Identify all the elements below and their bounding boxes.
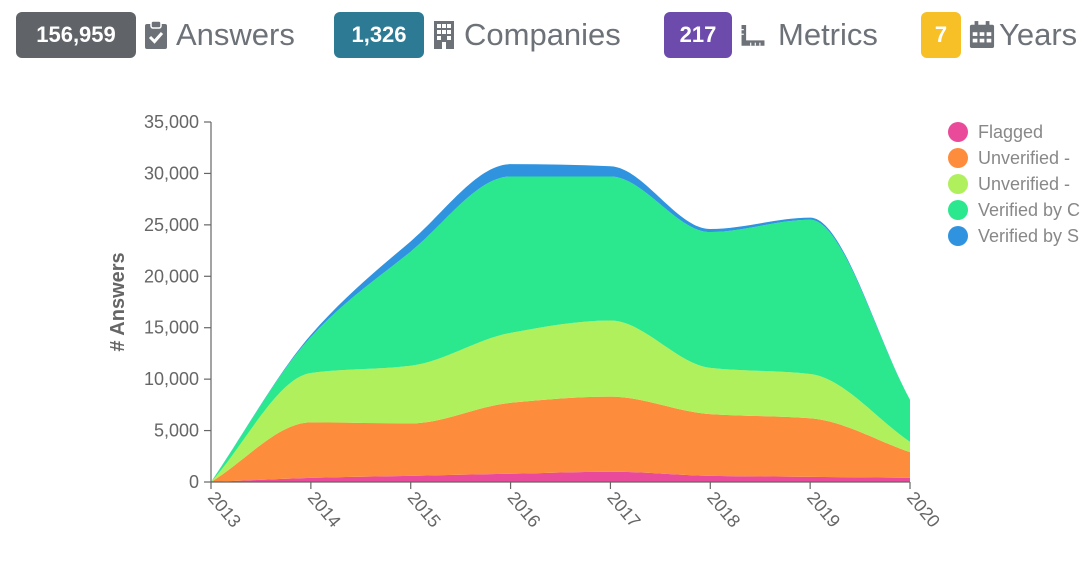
y-tick-label: 25,000 bbox=[144, 215, 199, 235]
legend-marker bbox=[948, 122, 968, 142]
stats-bar: 156,959 Answers 1,326 Companies 217 Metr… bbox=[16, 12, 1082, 60]
stat-companies: 1,326 Companies bbox=[334, 12, 621, 58]
legend-label: Unverified - bbox=[978, 148, 1070, 168]
stacked-area-chart: 0 5,000 10,000 15,000 20,000 25,000 30,000 35,0… bbox=[107, 112, 1080, 532]
stat-years: 7 Years bbox=[921, 12, 1077, 58]
x-tick-label: 2017 bbox=[603, 488, 644, 532]
x-tick-label: 2016 bbox=[504, 488, 545, 532]
y-tick-label: 0 bbox=[189, 472, 199, 492]
years-count-badge: 7 bbox=[921, 12, 961, 58]
legend-marker bbox=[948, 174, 968, 194]
ruler-icon bbox=[740, 20, 766, 50]
y-axis-title: # Answers bbox=[107, 252, 129, 351]
y-tick-label: 10,000 bbox=[144, 369, 199, 389]
area-series-0 bbox=[211, 471, 910, 482]
calendar-icon bbox=[969, 20, 995, 50]
answers-count-badge: 156,959 bbox=[16, 12, 136, 58]
legend-label: Flagged bbox=[978, 122, 1043, 142]
x-tick-label: 2015 bbox=[404, 488, 445, 532]
y-tick-label: 35,000 bbox=[144, 112, 199, 132]
x-tick-label: 2014 bbox=[304, 488, 345, 532]
x-tick-label: 2018 bbox=[703, 488, 744, 532]
answers-label: Answers bbox=[176, 17, 295, 52]
y-tick-label: 20,000 bbox=[144, 266, 199, 286]
area-series-3 bbox=[211, 176, 910, 482]
x-tick-label: 2020 bbox=[903, 488, 944, 532]
stat-answers: 156,959 Answers bbox=[16, 12, 295, 58]
companies-count-badge: 1,326 bbox=[334, 12, 424, 58]
legend-label: Verified by C bbox=[978, 200, 1080, 220]
y-tick-label: 15,000 bbox=[144, 318, 199, 338]
x-tick-label: 2013 bbox=[204, 488, 245, 532]
y-tick-label: 5,000 bbox=[154, 421, 199, 441]
metrics-label: Metrics bbox=[778, 17, 878, 52]
stat-metrics: 217 Metrics bbox=[664, 12, 878, 58]
legend-label: Verified by S bbox=[978, 226, 1079, 246]
years-label: Years bbox=[999, 17, 1078, 52]
legend-label: Unverified - bbox=[978, 174, 1070, 194]
area-series-1 bbox=[211, 396, 910, 482]
area-series-2 bbox=[211, 320, 910, 482]
legend-marker bbox=[948, 148, 968, 168]
building-icon bbox=[432, 20, 458, 50]
metrics-count-badge: 217 bbox=[664, 12, 732, 58]
companies-label: Companies bbox=[464, 17, 621, 52]
y-tick-label: 30,000 bbox=[144, 163, 199, 183]
legend-marker bbox=[948, 200, 968, 220]
x-tick-label: 2019 bbox=[803, 488, 844, 532]
legend-marker bbox=[948, 226, 968, 246]
clipboard-check-icon bbox=[144, 20, 170, 50]
